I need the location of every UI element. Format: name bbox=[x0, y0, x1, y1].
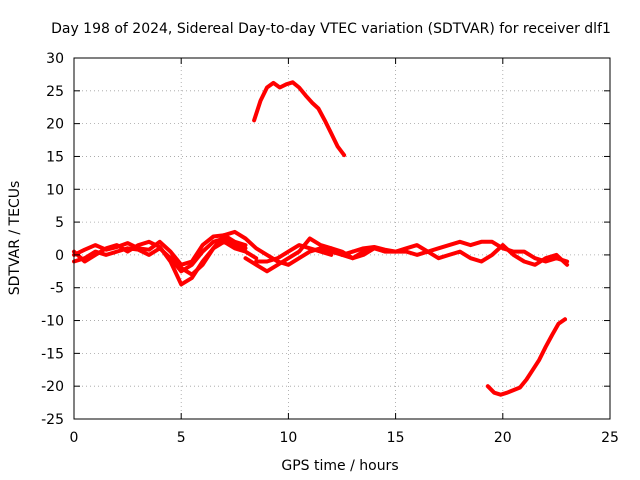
y-tick-label: 15 bbox=[46, 149, 64, 165]
series-line-arc-6 bbox=[254, 243, 334, 264]
y-axis-label: SDTVAR / TECUs bbox=[7, 181, 23, 296]
y-tick-label: -15 bbox=[41, 346, 64, 362]
y-tick-label: 30 bbox=[46, 51, 64, 67]
y-tick-label: 0 bbox=[55, 248, 64, 264]
tick-group: 0 5 10 15 20 25 -25 -20 -15 -10 -5 0 5 10 15 20 25 30 bbox=[41, 51, 619, 446]
y-tick-label: -10 bbox=[41, 314, 64, 330]
series-group bbox=[72, 80, 570, 397]
series-line-arc-8 bbox=[329, 239, 570, 264]
grid bbox=[74, 58, 610, 419]
y-tick-label: 5 bbox=[55, 215, 64, 231]
y-tick-label: -20 bbox=[41, 379, 64, 395]
x-tick-label: 25 bbox=[601, 430, 619, 446]
series-line-arc-7 bbox=[252, 80, 347, 158]
y-tick-label: 20 bbox=[46, 117, 64, 133]
plot-frame bbox=[73, 57, 611, 420]
chart-title: Day 198 of 2024, Sidereal Day-to-day VTE… bbox=[51, 21, 611, 37]
y-tick-label: 10 bbox=[46, 182, 64, 198]
x-tick-label: 5 bbox=[177, 430, 186, 446]
x-tick-label: 15 bbox=[387, 430, 405, 446]
y-tick-label: -5 bbox=[50, 281, 64, 297]
series-line-arc-9 bbox=[350, 243, 570, 267]
x-tick-label: 10 bbox=[279, 430, 297, 446]
y-tick-label: -25 bbox=[41, 412, 64, 428]
x-tick-label: 20 bbox=[494, 430, 512, 446]
series-line-arc-3 bbox=[72, 239, 259, 287]
x-axis-label: GPS time / hours bbox=[281, 458, 398, 474]
x-tick-label: 0 bbox=[70, 430, 79, 446]
series-line-arc-10 bbox=[485, 317, 567, 397]
y-tick-label: 25 bbox=[46, 84, 64, 100]
series-line-arc-4 bbox=[170, 229, 355, 277]
